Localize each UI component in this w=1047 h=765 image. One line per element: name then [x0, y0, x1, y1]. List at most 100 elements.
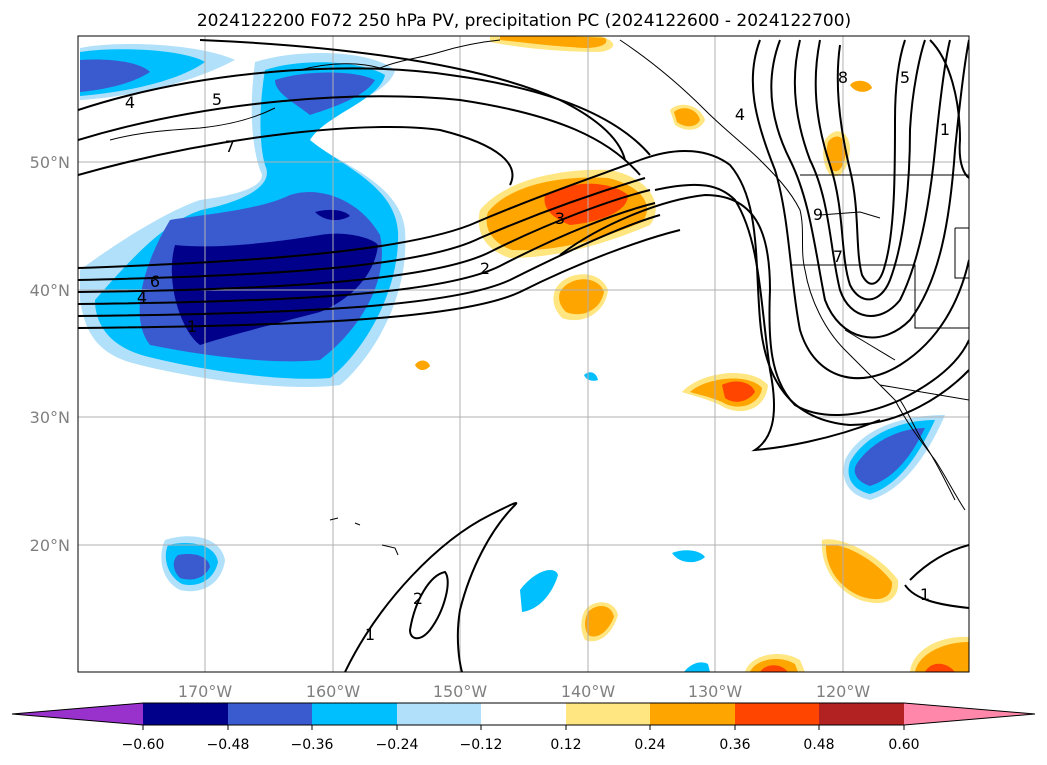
colorbar-tick-label: 0.36: [719, 737, 750, 753]
pv-contour: [639, 149, 969, 427]
colorbar-tick-label: −0.24: [376, 737, 419, 753]
colorbar-ticks: [142, 725, 905, 730]
pv-contour: [78, 189, 651, 293]
colorbar-segment: [566, 703, 650, 725]
precip-field: [854, 428, 925, 486]
precip-field: [544, 183, 628, 225]
colorbar-tick-label: −0.12: [460, 737, 503, 753]
lat-label-50n: 50°N: [30, 153, 70, 172]
colorbar-segment: [481, 703, 566, 725]
contour-label: 9: [813, 205, 823, 224]
pv-contour: [929, 39, 969, 179]
precip-field: [850, 80, 872, 92]
precip-field: [826, 136, 846, 172]
lon-labels: 170°W 160°W 150°W 140°W 130°W 120°W: [178, 682, 871, 701]
contour-label: 4: [735, 105, 745, 124]
coastline-hawaii: [329, 517, 399, 556]
precip-field: [173, 554, 210, 580]
colorbar-tick-label: 0.12: [550, 737, 581, 753]
colorbar-tick-label: −0.48: [207, 737, 250, 753]
pv-contours: [78, 39, 969, 672]
colorbar-segment: [650, 703, 735, 725]
lon-label-130w: 130°W: [688, 682, 743, 701]
lon-label-150w: 150°W: [433, 682, 488, 701]
lon-label-170w: 170°W: [178, 682, 233, 701]
lat-label-20n: 20°N: [30, 536, 70, 555]
coastline-north-america: [619, 39, 966, 511]
colorbar-tick-label: 0.60: [888, 737, 919, 753]
pv-contour: [78, 126, 514, 186]
colorbar-segment: [312, 703, 397, 725]
contour-label: 1: [187, 317, 197, 336]
pv-contour: [78, 229, 681, 329]
contour-label: 4: [137, 288, 147, 307]
colorbar: −0.60 −0.48 −0.36 −0.24 −0.12 0.12 0.24 …: [11, 702, 1036, 753]
pv-contour: [78, 95, 641, 176]
precip-field: [415, 360, 430, 371]
colorbar-segment: [735, 703, 819, 725]
border-state: [819, 211, 881, 219]
precip-field: [585, 605, 614, 637]
lon-label-120w: 120°W: [816, 682, 871, 701]
precip-field: [672, 550, 705, 563]
pv-contour: [654, 183, 881, 452]
contour-labels: 4 5 7 6 4 1 3 2 2 1 8 5 1 9 7 1 4: [125, 68, 950, 644]
contour-label: 4: [125, 93, 135, 112]
contour-label: 5: [212, 90, 222, 109]
colorbar-segment: [143, 703, 228, 725]
pv-contour: [78, 159, 641, 269]
contour-label: 3: [555, 209, 565, 228]
precip-field: [80, 59, 150, 92]
colorbar-extend-high: [904, 703, 1035, 725]
precip-field: [674, 108, 700, 127]
colorbar-extend-low: [12, 703, 143, 725]
coastline-aleutians: [109, 107, 276, 141]
precip-field: [500, 36, 607, 48]
precip-field: [684, 662, 710, 672]
colorbar-segment: [819, 703, 904, 725]
colorbar-tick-label: −0.36: [291, 737, 334, 753]
precip-field: [722, 381, 755, 402]
border-state: [790, 264, 969, 329]
border-us-mexico: [879, 384, 969, 401]
pv-contour: [408, 570, 449, 640]
contour-label: 7: [833, 247, 843, 266]
contour-label: 8: [838, 68, 848, 87]
precip-field: [915, 642, 969, 672]
colorbar-tick-label: 0.24: [634, 737, 665, 753]
contour-label: 5: [900, 68, 910, 87]
lat-label-40n: 40°N: [30, 281, 70, 300]
pv-contour: [78, 177, 646, 281]
coastline-alaska: [299, 39, 501, 71]
map-panel: 4 5 7 6 4 1 3 2 2 1 8 5 1 9 7 1 4: [77, 35, 970, 673]
map-title: 2024122200 F072 250 hPa PV, precipitatio…: [197, 11, 851, 31]
colorbar-segment: [228, 703, 312, 725]
colorbar-tick-labels: −0.60 −0.48 −0.36 −0.24 −0.12 0.12 0.24 …: [122, 737, 920, 753]
precip-field: [559, 279, 604, 315]
pv-contour: [904, 584, 969, 609]
contour-label: 2: [413, 589, 423, 608]
contour-label: 6: [150, 272, 160, 291]
lat-label-30n: 30°N: [30, 408, 70, 427]
pv-contour: [78, 202, 656, 305]
colorbar-tick-label: −0.60: [122, 737, 165, 753]
pv-contour: [836, 39, 906, 285]
pv-contour: [770, 39, 969, 339]
contour-label: 1: [920, 585, 930, 604]
pv-contour: [559, 193, 969, 417]
pv-contour: [814, 39, 926, 301]
map-frame: [77, 35, 970, 673]
lat-labels: 50°N 40°N 30°N 20°N: [30, 153, 70, 555]
precip-field: [925, 663, 955, 672]
lon-label-140w: 140°W: [561, 682, 616, 701]
pv-contour: [909, 544, 969, 581]
precip-field: [760, 665, 788, 672]
colorbar-tick-label: 0.48: [803, 737, 834, 753]
contour-label: 7: [225, 137, 235, 156]
lon-label-160w: 160°W: [306, 682, 361, 701]
pv-contour: [793, 39, 951, 317]
pv-contour: [199, 39, 626, 161]
contour-label: 1: [940, 120, 950, 139]
pv-contour: [751, 39, 969, 380]
